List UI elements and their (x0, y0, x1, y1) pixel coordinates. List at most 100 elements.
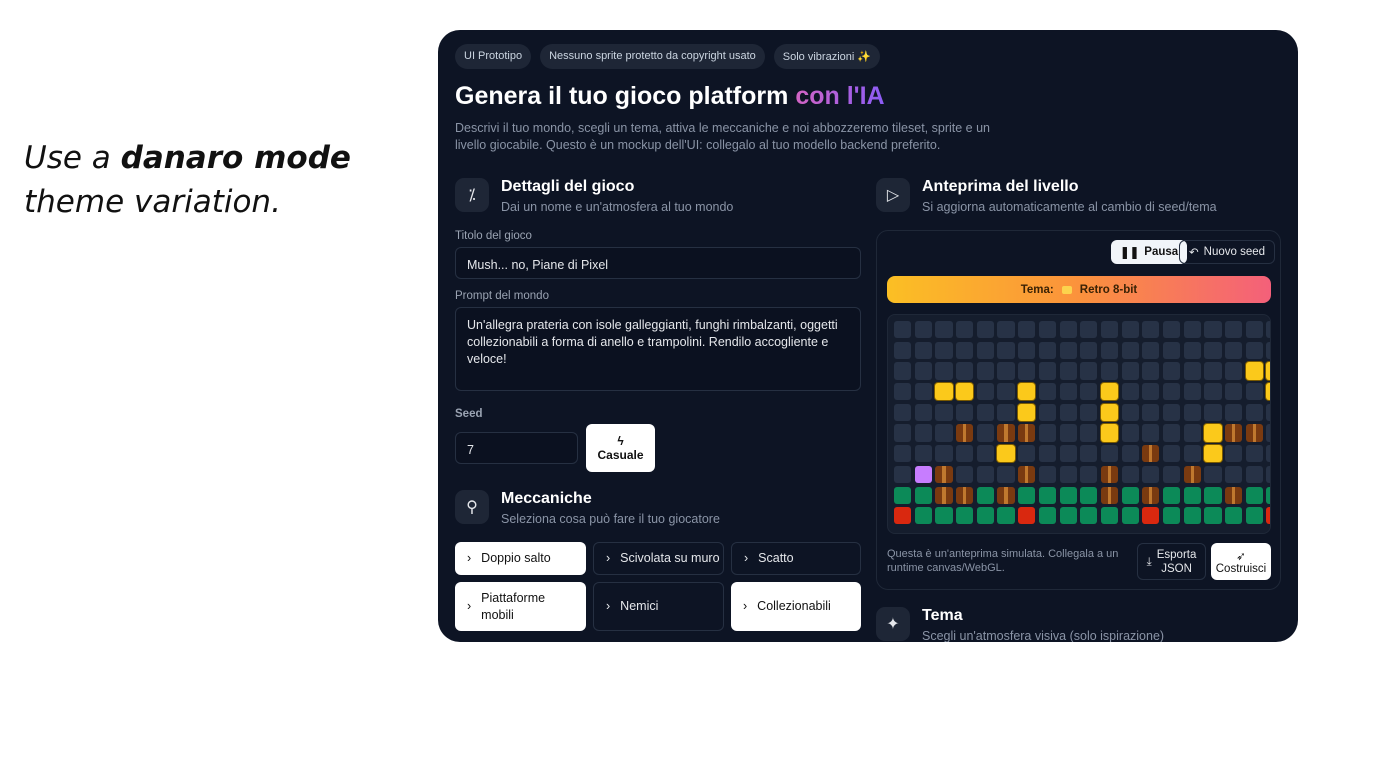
empty-tile (894, 383, 912, 401)
empty-tile (956, 403, 974, 421)
empty-tile (997, 465, 1015, 483)
empty-tile (1162, 383, 1181, 401)
prompt-label: Prompt del mondo (455, 290, 549, 302)
undo-icon: ↶ (1189, 247, 1199, 259)
coin-tile (1100, 424, 1119, 442)
empty-tile (914, 362, 932, 380)
preview-note: Questa è un'anteprima simulata. Collegal… (887, 548, 1119, 574)
level-row (894, 403, 1270, 421)
coin-tile (1266, 383, 1270, 401)
empty-tile (1059, 445, 1077, 463)
grass-tile (1245, 507, 1263, 525)
empty-tile (1121, 383, 1139, 401)
empty-tile (976, 403, 994, 421)
empty-tile (1059, 362, 1077, 380)
grass-tile (1121, 486, 1139, 504)
mechanic-moving-platforms[interactable]: › Piattaforme mobili (455, 582, 586, 631)
grass-tile (1080, 486, 1098, 504)
mechanic-collectibles[interactable]: › Collezionabili (731, 582, 861, 631)
mechanic-double-jump[interactable]: › Doppio salto (455, 542, 586, 575)
empty-tile (1266, 341, 1270, 359)
sliders-icon: ⚲ (455, 490, 489, 524)
coin-tile (935, 383, 953, 401)
empty-tile (1142, 465, 1160, 483)
theme-header: ✦ Tema Scegli un'atmosfera visiva (solo i… (876, 607, 1164, 642)
empty-tile (914, 403, 932, 421)
brick-tile (1018, 465, 1036, 483)
brick-tile (1100, 486, 1119, 504)
empty-tile (956, 362, 974, 380)
badge: Solo vibrazioni ✨ (773, 44, 881, 69)
empty-tile (1266, 403, 1270, 421)
mechanic-enemies[interactable]: › Nemici (593, 582, 724, 631)
mechanic-wall-slide[interactable]: › Scivolata su muro (593, 542, 724, 575)
empty-tile (1204, 321, 1222, 339)
empty-tile (1162, 403, 1181, 421)
empty-tile (956, 341, 974, 359)
empty-tile (1162, 465, 1181, 483)
lava-tile (894, 507, 912, 525)
rocket-icon: ➶ (1236, 550, 1246, 563)
random-seed-button[interactable]: ϟ Casuale (586, 424, 655, 472)
new-seed-button[interactable]: ↶ Nuovo seed (1179, 240, 1276, 264)
coin-tile (1018, 403, 1036, 421)
brick-tile (1225, 486, 1243, 504)
grass-tile (935, 507, 953, 525)
empty-tile (1245, 383, 1263, 401)
brick-tile (956, 486, 974, 504)
empty-tile (1245, 403, 1263, 421)
empty-tile (1245, 445, 1263, 463)
empty-tile (1018, 362, 1036, 380)
grass-tile (1204, 486, 1222, 504)
app-card: UI Prototipo Nessuno sprite protetto da … (438, 30, 1298, 642)
download-icon: ⤓ (1146, 555, 1152, 568)
game-title-input[interactable]: Mush... no, Piane di Pixel (455, 247, 861, 279)
empty-tile (1142, 403, 1160, 421)
level-row (894, 424, 1270, 442)
empty-tile (976, 321, 994, 339)
empty-tile (1266, 424, 1270, 442)
export-json-button[interactable]: ⤓ Esporta JSON (1137, 543, 1206, 580)
empty-tile (1059, 424, 1077, 442)
level-preview-panel: ❚❚ Pausa ↶ Nuovo seed Tema: Retro 8-bit Que… (876, 230, 1281, 590)
empty-tile (1080, 341, 1098, 359)
empty-tile (1225, 383, 1243, 401)
coin-tile (1245, 362, 1263, 380)
empty-tile (1162, 362, 1181, 380)
brick-tile (1245, 424, 1263, 442)
brick-tile (1100, 465, 1119, 483)
empty-tile (1038, 424, 1056, 442)
empty-tile (1080, 465, 1098, 483)
grass-tile (1183, 486, 1201, 504)
world-prompt-textarea[interactable]: Un'allegra prateria con isole galleggian… (455, 307, 861, 391)
coin-tile (1204, 424, 1222, 442)
empty-tile (914, 341, 932, 359)
grass-tile (1266, 486, 1270, 504)
empty-tile (1080, 403, 1098, 421)
grass-tile (956, 507, 974, 525)
magic-wand-icon: ⁒ (455, 178, 489, 212)
brick-tile (935, 486, 953, 504)
empty-tile (956, 445, 974, 463)
empty-tile (1183, 445, 1201, 463)
theme-banner: Tema: Retro 8-bit (887, 276, 1271, 303)
level-row (894, 362, 1270, 380)
brick-tile (1142, 486, 1160, 504)
empty-tile (1121, 445, 1139, 463)
grass-tile (1018, 486, 1036, 504)
empty-tile (1204, 341, 1222, 359)
mechanic-dash[interactable]: › Scatto (731, 542, 861, 575)
badge: UI Prototipo (455, 44, 532, 69)
seed-input[interactable]: 7 (455, 432, 578, 464)
pause-button[interactable]: ❚❚ Pausa (1111, 240, 1188, 264)
empty-tile (1162, 321, 1181, 339)
empty-tile (997, 321, 1015, 339)
empty-tile (1018, 341, 1036, 359)
empty-tile (1245, 465, 1263, 483)
brick-tile (956, 424, 974, 442)
empty-tile (1183, 403, 1201, 421)
empty-tile (1183, 383, 1201, 401)
build-button[interactable]: ➶ Costruisci (1211, 543, 1271, 580)
grass-tile (1162, 486, 1181, 504)
level-row (894, 321, 1270, 339)
